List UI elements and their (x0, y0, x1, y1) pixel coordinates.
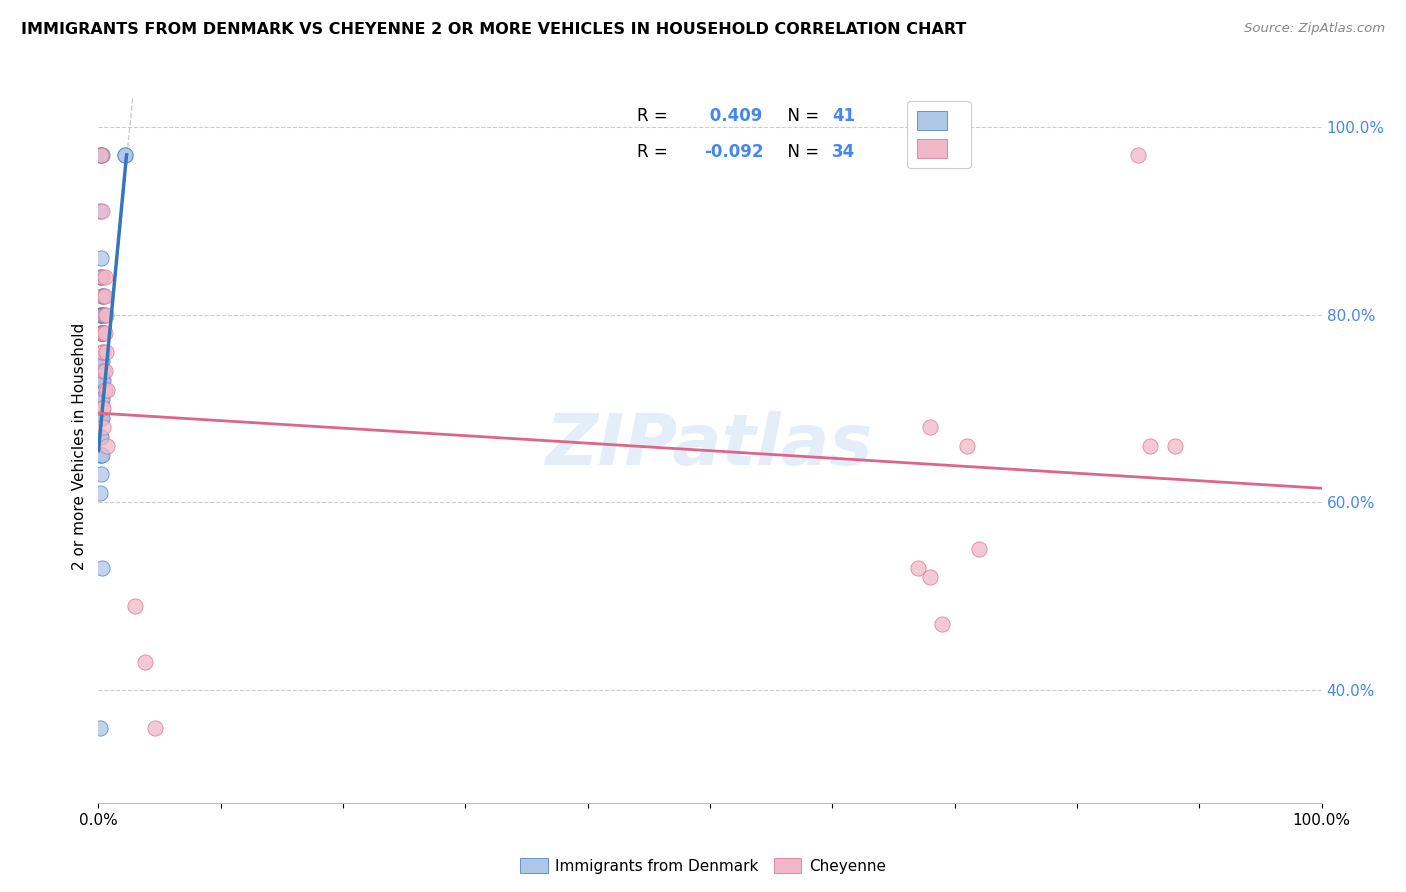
Point (90, 429, 112, 443)
Text: 0.409: 0.409 (704, 107, 762, 125)
Point (931, 617, 953, 632)
Point (143, 721, 166, 735)
Point (90, 326, 112, 341)
Point (90, 467, 112, 482)
Point (93, 289, 115, 303)
Point (91, 289, 114, 303)
Point (91, 326, 114, 341)
Point (1139, 439, 1161, 453)
Text: R =: R = (637, 143, 672, 161)
Point (91, 410, 114, 425)
Text: N =: N = (778, 143, 825, 161)
Point (90, 449, 112, 463)
Point (89, 148, 111, 162)
Point (91, 326, 114, 341)
Point (94, 345, 117, 359)
Point (91, 561, 114, 575)
Point (93, 270, 115, 285)
Point (1128, 148, 1150, 162)
Point (91, 289, 114, 303)
Point (91, 401, 114, 416)
Point (91, 449, 114, 463)
Point (94, 308, 117, 322)
Legend: Immigrants from Denmark, Cheyenne: Immigrants from Denmark, Cheyenne (515, 852, 891, 880)
Point (89, 204, 111, 219)
Point (90, 354, 112, 368)
Point (89, 270, 111, 285)
Point (91, 373, 114, 387)
Point (90, 148, 112, 162)
Point (89, 326, 111, 341)
Point (90, 251, 112, 265)
Point (91, 392, 114, 406)
Point (90, 373, 112, 387)
Point (91, 401, 114, 416)
Point (89, 373, 111, 387)
Point (124, 599, 146, 613)
Point (93, 326, 115, 341)
Point (91, 345, 114, 359)
Point (91, 289, 114, 303)
Point (956, 439, 979, 453)
Point (89, 449, 111, 463)
Text: 41: 41 (832, 107, 855, 125)
Text: 34: 34 (832, 143, 856, 161)
Point (91, 345, 114, 359)
Point (91, 270, 114, 285)
Text: N =: N = (778, 107, 825, 125)
Text: ZIPatlas: ZIPatlas (547, 411, 873, 481)
Point (90, 148, 112, 162)
Legend: , : , (907, 101, 970, 168)
Y-axis label: 2 or more Vehicles in Household: 2 or more Vehicles in Household (72, 322, 87, 570)
Point (90, 392, 112, 406)
Point (920, 420, 942, 434)
Text: R =: R = (637, 107, 672, 125)
Point (91, 326, 114, 341)
Point (967, 542, 990, 557)
Point (91, 364, 114, 378)
Point (89, 392, 111, 406)
Point (93, 308, 115, 322)
Point (89, 721, 111, 735)
Point (91, 204, 114, 219)
Point (89, 410, 111, 425)
Point (134, 655, 156, 669)
Text: Source: ZipAtlas.com: Source: ZipAtlas.com (1244, 22, 1385, 36)
Point (96, 439, 118, 453)
Point (920, 570, 942, 584)
Text: IMMIGRANTS FROM DENMARK VS CHEYENNE 2 OR MORE VEHICLES IN HOUSEHOLD CORRELATION : IMMIGRANTS FROM DENMARK VS CHEYENNE 2 OR… (21, 22, 966, 37)
Point (114, 148, 136, 162)
Point (93, 383, 115, 397)
Point (91, 308, 114, 322)
Point (91, 373, 114, 387)
Point (89, 429, 111, 443)
Point (114, 148, 136, 162)
Point (91, 308, 114, 322)
Point (907, 561, 929, 575)
Point (89, 308, 111, 322)
Point (1164, 439, 1187, 453)
Point (91, 420, 114, 434)
Point (89, 354, 111, 368)
Point (90, 270, 112, 285)
Point (96, 383, 118, 397)
Point (91, 148, 114, 162)
Point (89, 486, 111, 500)
Point (91, 354, 114, 368)
Point (90, 308, 112, 322)
Text: -0.092: -0.092 (704, 143, 763, 161)
Point (91, 326, 114, 341)
Point (90, 410, 112, 425)
Point (93, 364, 115, 378)
